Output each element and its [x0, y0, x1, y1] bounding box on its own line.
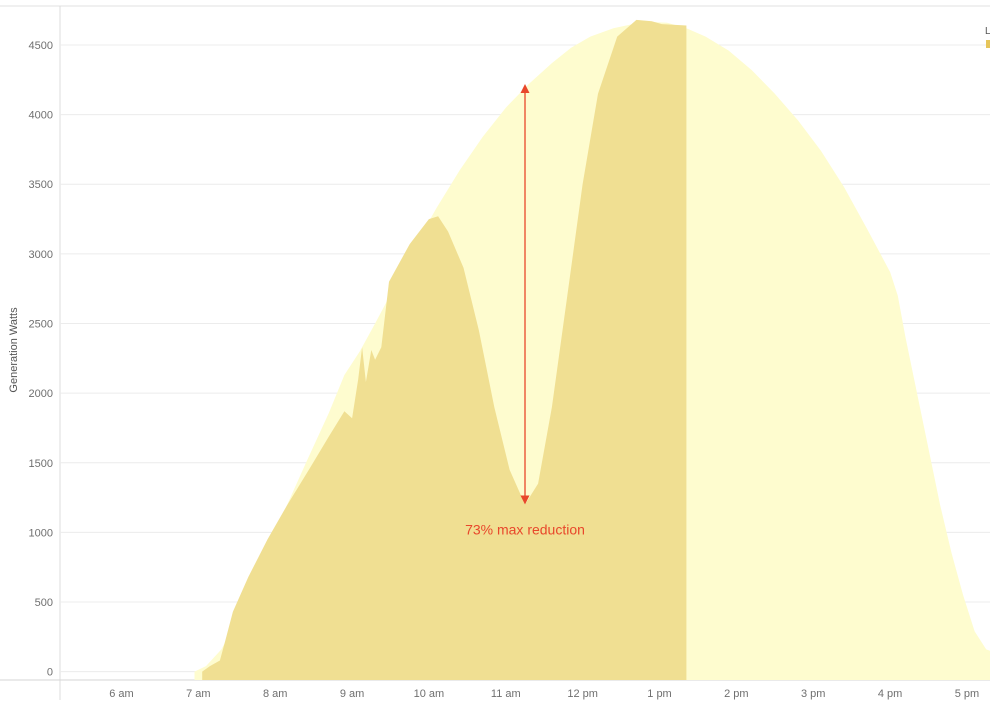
y-tick-label: 0 [47, 667, 53, 679]
y-tick-label: 1000 [29, 527, 53, 539]
y-tick-label: 2500 [29, 319, 53, 331]
y-tick-label: 2000 [29, 388, 53, 400]
x-tick-label: 10 am [414, 688, 445, 700]
x-tick-label: 12 pm [567, 688, 598, 700]
x-tick-label: 1 pm [647, 688, 671, 700]
area-series-2 [202, 20, 686, 680]
y-axis-title: Generation Watts [8, 307, 20, 393]
x-tick-label: 11 am [491, 688, 521, 700]
y-tick-label: 500 [35, 597, 53, 609]
y-tick-labels: 0 500 1000 1500 2000 2500 3000 3500 4000 4500 [29, 40, 53, 679]
legend-title-fragment: L [985, 26, 990, 37]
x-tick-label: 3 pm [801, 688, 825, 700]
x-tick-label: 8 am [263, 688, 287, 700]
y-tick-label: 4000 [29, 110, 53, 122]
x-tick-label: 7 am [186, 688, 210, 700]
area-layer [195, 20, 990, 680]
x-tick-label: 6 am [109, 688, 133, 700]
y-tick-label: 4500 [29, 40, 53, 52]
y-tick-label: 1500 [29, 458, 53, 470]
y-tick-label: 3500 [29, 179, 53, 191]
reduction-label: 73% max reduction [465, 522, 585, 538]
x-tick-label: 5 pm [955, 688, 979, 700]
x-tick-label: 9 am [340, 688, 364, 700]
legend-swatch [986, 40, 990, 48]
x-tick-label: 4 pm [878, 688, 902, 700]
y-tick-label: 3000 [29, 249, 53, 261]
x-tick-labels: 6 am 7 am 8 am 9 am 10 am 11 am 12 pm 1 pm 2 pm 3… [109, 688, 979, 700]
x-tick-label: 2 pm [724, 688, 748, 700]
